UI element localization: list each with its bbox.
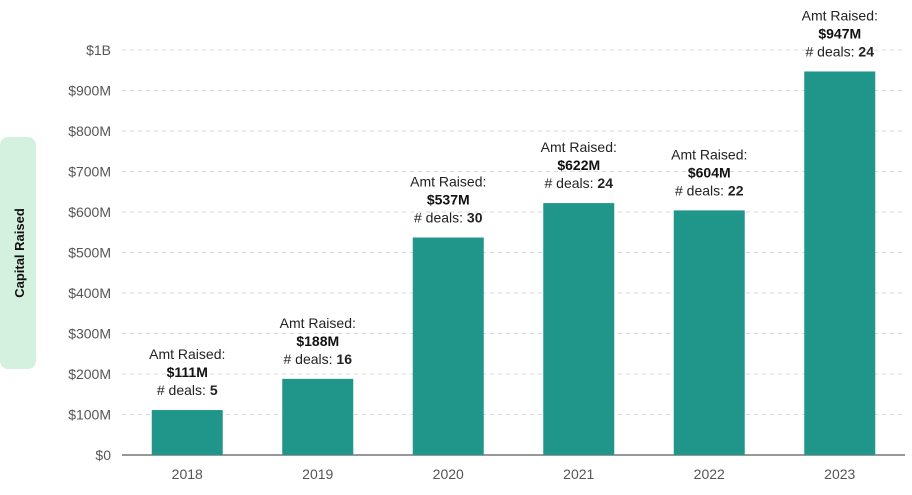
y-tick-label: $0 [95,447,111,463]
bar-2018 [151,410,223,455]
data-label-amount: $537M [427,192,470,208]
bar-2022 [673,210,745,455]
deals-count: 16 [336,351,352,367]
bar-2019 [282,378,354,455]
x-tick-label: 2019 [302,466,333,482]
data-label-amount: $622M [557,157,600,173]
x-tick-label: 2021 [563,466,594,482]
data-label-amount: $111M [167,364,208,380]
data-label-prefix: Amt Raised: [410,174,486,190]
data-label-2019: Amt Raised: $188M # deals: 16 [280,315,356,367]
data-label-deals: # deals: 22 [675,182,744,198]
data-label-prefix: Amt Raised: [541,139,617,155]
deals-count: 24 [858,43,874,59]
y-tick-label: $600M [68,204,111,220]
deals-count: 5 [210,382,218,398]
y-tick-label: $400M [68,285,111,301]
data-label-deals: # deals: 24 [544,175,613,191]
data-label-prefix: Amt Raised: [280,315,356,331]
data-label-prefix: Amt Raised: [149,346,225,362]
data-label-deals: # deals: 24 [805,43,874,59]
y-tick-label: $300M [68,326,111,342]
data-label-amount: $947M [818,25,861,41]
data-label-2018: Amt Raised: $111M # deals: 5 [149,346,225,398]
deals-count: 24 [597,175,613,191]
y-tick-label: $100M [68,407,111,423]
data-label-amount: $604M [688,164,731,180]
y-tick-label: $900M [68,83,111,99]
x-tick-label: 2020 [433,466,464,482]
y-tick-label: $200M [68,366,111,382]
bar-2020 [412,237,484,455]
deals-count: 22 [728,182,744,198]
data-label-prefix: Amt Raised: [671,146,747,162]
y-tick-label: $700M [68,164,111,180]
x-tick-label: 2022 [694,466,725,482]
data-label-deals: # deals: 30 [414,210,483,226]
data-label-2021: Amt Raised: $622M # deals: 24 [541,139,617,191]
y-tick-label: $500M [68,245,111,261]
data-label-2022: Amt Raised: $604M # deals: 22 [671,146,747,198]
data-label-2020: Amt Raised: $537M # deals: 30 [410,174,486,226]
y-tick-label: $1B [86,42,111,58]
data-label-prefix: Amt Raised: [802,7,878,23]
x-tick-label: 2023 [824,466,855,482]
x-tick-label: 2018 [172,466,203,482]
data-label-deals: # deals: 16 [283,351,352,367]
bar-2023 [804,71,876,455]
data-label-amount: $188M [296,333,339,349]
y-axis-label-background [0,137,36,369]
y-tick-label: $800M [68,123,111,139]
deals-count: 30 [467,210,483,226]
bar-2021 [543,203,615,455]
data-label-deals: # deals: 5 [157,382,218,398]
data-label-2023: Amt Raised: $947M # deals: 24 [802,7,878,59]
y-axis-label: Capital Raised [12,208,27,298]
